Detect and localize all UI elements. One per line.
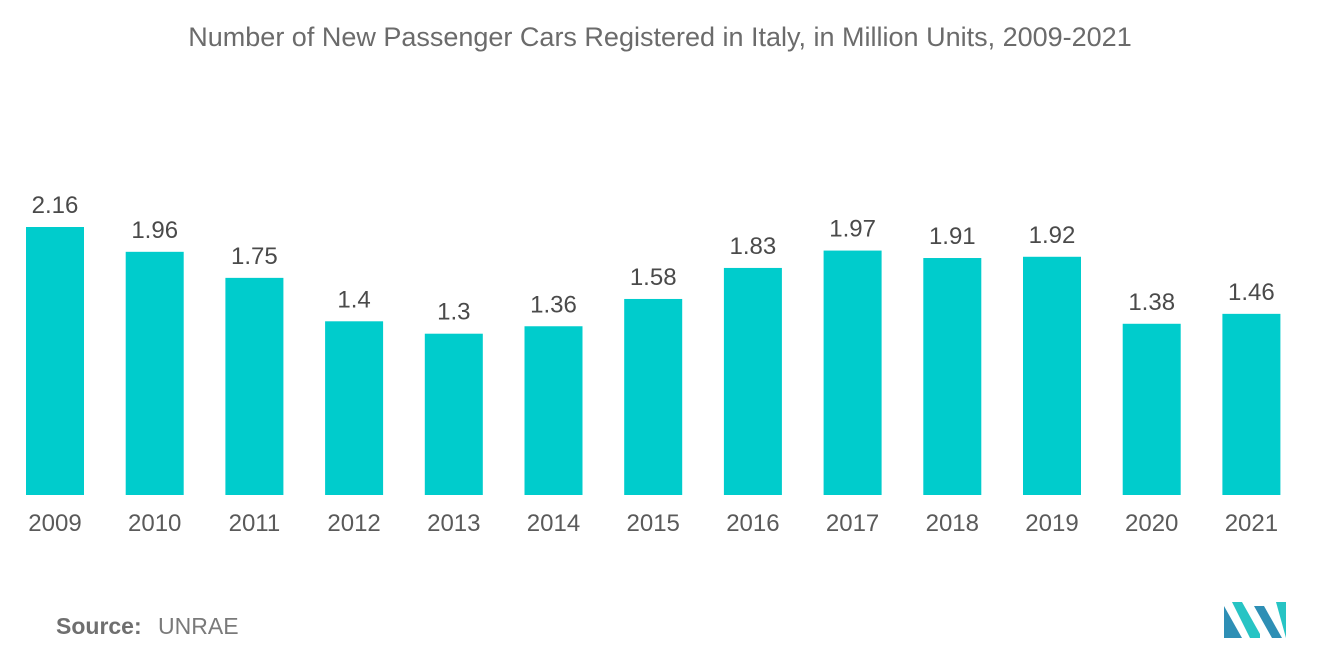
value-label-2011: 1.75 — [231, 243, 278, 270]
source-value: UNRAE — [158, 613, 239, 639]
bar-2014 — [524, 326, 583, 495]
bar-2013 — [424, 333, 483, 495]
bar-2020 — [1122, 323, 1181, 495]
x-tick-label-2017: 2017 — [826, 510, 879, 537]
x-tick-label-2013: 2013 — [427, 510, 480, 537]
value-label-2014: 1.36 — [530, 291, 577, 318]
value-label-2018: 1.91 — [929, 223, 976, 250]
value-label-2012: 1.4 — [337, 286, 370, 313]
value-label-2015: 1.58 — [630, 264, 677, 291]
value-label-2019: 1.92 — [1029, 222, 1076, 249]
value-label-2013: 1.3 — [437, 299, 470, 326]
value-label-2010: 1.96 — [131, 217, 178, 244]
bar-2017 — [823, 250, 882, 495]
value-label-2009: 2.16 — [32, 192, 79, 219]
x-tick-label-2010: 2010 — [128, 510, 181, 537]
x-tick-label-2015: 2015 — [627, 510, 680, 537]
x-tick-label-2019: 2019 — [1025, 510, 1078, 537]
x-tick-label-2011: 2011 — [229, 510, 281, 537]
bar-2018 — [923, 258, 982, 495]
bar-2010 — [125, 251, 184, 495]
x-tick-label-2009: 2009 — [28, 510, 81, 537]
mordor-intelligence-logo-icon — [1224, 602, 1286, 638]
value-label-2017: 1.97 — [829, 216, 876, 243]
bar-2016 — [723, 267, 782, 495]
value-label-2021: 1.46 — [1228, 279, 1275, 306]
value-labels-group: 2.16 1.96 1.75 1.4 1.3 1.36 1.58 1.83 1.97 1.91 1.… — [32, 192, 1275, 326]
bar-2019 — [1023, 256, 1081, 495]
x-tick-label-2018: 2018 — [926, 510, 979, 537]
bar-2021 — [1222, 313, 1281, 495]
value-label-2020: 1.38 — [1128, 289, 1175, 316]
source-label: Source: — [56, 613, 142, 639]
x-tick-label-2021: 2021 — [1225, 510, 1278, 537]
x-tick-label-2012: 2012 — [327, 510, 380, 537]
chart-title: Number of New Passenger Cars Registered … — [188, 22, 1132, 52]
bars-group — [26, 227, 1281, 495]
bar-2012 — [325, 321, 384, 495]
value-label-2016: 1.83 — [730, 233, 777, 260]
x-tick-label-2016: 2016 — [726, 510, 779, 537]
x-tick-labels-group: 2009 2010 2011 2012 2013 2014 2015 2016 2017 2018… — [28, 510, 1278, 537]
x-tick-label-2020: 2020 — [1125, 510, 1178, 537]
bar-2009 — [26, 227, 84, 495]
source-note: Source: UNRAE — [56, 613, 239, 640]
bar-2011 — [225, 277, 284, 495]
x-tick-label-2014: 2014 — [527, 510, 580, 537]
bar-2015 — [624, 298, 683, 495]
